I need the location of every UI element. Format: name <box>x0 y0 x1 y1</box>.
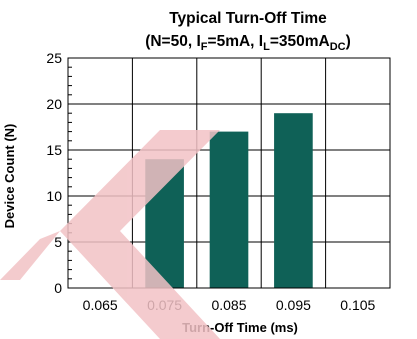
x-tick-label: 0.085 <box>211 297 246 313</box>
bars <box>145 113 313 288</box>
subtitle-sub-dc: DC <box>330 41 346 53</box>
bar-0.085 <box>209 131 249 288</box>
plot-frame <box>67 57 391 289</box>
bar-0.095 <box>274 113 313 288</box>
y-tick-label: 25 <box>46 50 62 66</box>
watermark-logo <box>0 130 220 339</box>
watermark-chevron-left <box>0 231 60 280</box>
subtitle-part-mid1: =5mA, I <box>208 33 264 50</box>
subtitle-part-mid2: =350mA <box>270 33 330 50</box>
y-axis-title: Device Count (N) <box>2 124 17 229</box>
y-tick-label: 5 <box>54 234 62 250</box>
y-axis: 0 5 10 15 20 25 <box>46 50 72 296</box>
x-tick-label: 0.065 <box>83 297 118 313</box>
subtitle-sub-f: F <box>201 41 208 53</box>
subtitle-part-open: (N=50, I <box>145 33 201 50</box>
x-tick-label: 0.095 <box>276 297 311 313</box>
chart-subtitle: (N=50, IF=5mA, IL=350mADC) <box>145 33 351 53</box>
y-tick-label: 20 <box>46 96 62 112</box>
y-tick-label: 10 <box>46 188 62 204</box>
y-tick-label: 0 <box>54 280 62 296</box>
watermark-chevron <box>60 130 220 339</box>
subtitle-part-close: ) <box>346 33 351 50</box>
chart-title: Typical Turn-Off Time <box>169 10 327 27</box>
y-tick-label: 15 <box>46 142 62 158</box>
plot-border <box>67 57 391 289</box>
x-tick-label: 0.105 <box>340 297 375 313</box>
subtitle-sub-l: L <box>263 41 270 53</box>
